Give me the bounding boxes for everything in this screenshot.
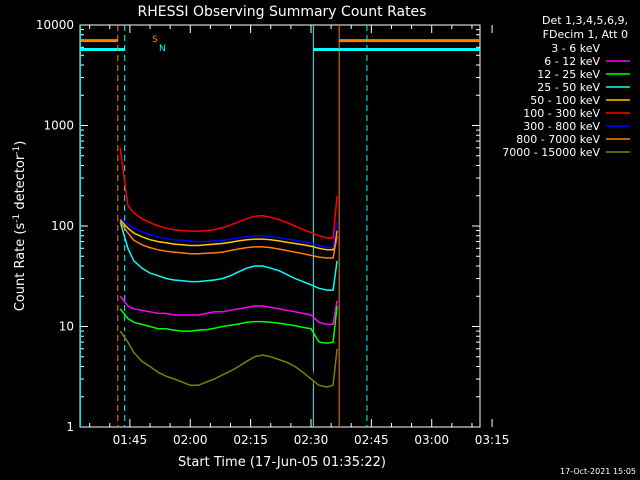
series-line-1 bbox=[119, 295, 338, 326]
legend-label: 6 - 12 keV bbox=[544, 55, 600, 68]
x-tick-label: 01:45 bbox=[113, 433, 148, 447]
legend-label: 7000 - 15000 keV bbox=[502, 146, 600, 159]
y-tick-label: 1 bbox=[66, 420, 74, 434]
legend-label: 3 - 6 keV bbox=[551, 42, 600, 55]
legend-label: 800 - 7000 keV bbox=[516, 133, 600, 146]
flag-label-s: S bbox=[152, 35, 158, 45]
legend-label: 25 - 50 keV bbox=[537, 81, 600, 94]
legend-label: 100 - 300 keV bbox=[523, 107, 600, 120]
vertical-markers bbox=[79, 25, 368, 427]
legend: Det 1,3,4,5,6,9, FDecim 1, Att 0 3 - 6 k… bbox=[502, 14, 630, 159]
x-tick-label: 02:15 bbox=[233, 433, 268, 447]
series-line-5 bbox=[119, 147, 338, 239]
series-line-0 bbox=[119, 311, 338, 414]
y-axis-label-mid: detector bbox=[13, 154, 28, 214]
y-tick-label: 100 bbox=[51, 219, 74, 233]
y-axis-label-main: Count Rate (s bbox=[13, 223, 28, 312]
series-line-4 bbox=[119, 219, 338, 251]
series-line-2 bbox=[119, 305, 338, 345]
y-tick-label: 10 bbox=[59, 320, 74, 334]
x-tick-label: 02:45 bbox=[354, 433, 389, 447]
legend-label: 12 - 25 keV bbox=[537, 68, 600, 81]
y-axis-label: Count Rate (s-1 detector-1) bbox=[12, 141, 28, 312]
y-tick-label: 10000 bbox=[36, 18, 74, 32]
axis-ticks: 1 10 100 1000 10000 01:45 02:00 02:15 02:30 02:45… bbox=[36, 18, 510, 447]
series-line-3 bbox=[119, 221, 338, 291]
series-lines bbox=[119, 147, 338, 414]
chart-title: RHESSI Observing Summary Count Rates bbox=[138, 4, 427, 20]
legend-header-line-1: Det 1,3,4,5,6,9, bbox=[542, 14, 628, 27]
flag-lines bbox=[80, 39, 480, 52]
legend-header-line-2: FDecim 1, Att 0 bbox=[543, 28, 628, 41]
x-axis-label: Start Time (17-Jun-05 01:35:22) bbox=[178, 455, 386, 470]
y-axis-label-sup1: -1 bbox=[12, 214, 22, 223]
series-line-6 bbox=[119, 217, 338, 249]
legend-label: 300 - 800 keV bbox=[523, 120, 600, 133]
series-line-7 bbox=[119, 221, 338, 259]
footer-date: 17-Oct-2021 15:05 bbox=[560, 467, 636, 476]
legend-label: 50 - 100 keV bbox=[530, 94, 600, 107]
series-line-8 bbox=[119, 330, 338, 388]
y-axis-label-sup2: -1 bbox=[12, 146, 22, 155]
x-tick-label: 02:30 bbox=[294, 433, 329, 447]
y-axis-label-end: ) bbox=[13, 141, 28, 146]
flag-label-n: N bbox=[159, 44, 166, 54]
x-tick-label: 02:00 bbox=[173, 433, 208, 447]
x-tick-label: 03:00 bbox=[414, 433, 449, 447]
y-tick-label: 1000 bbox=[43, 119, 74, 133]
x-tick-label: 03:15 bbox=[475, 433, 510, 447]
